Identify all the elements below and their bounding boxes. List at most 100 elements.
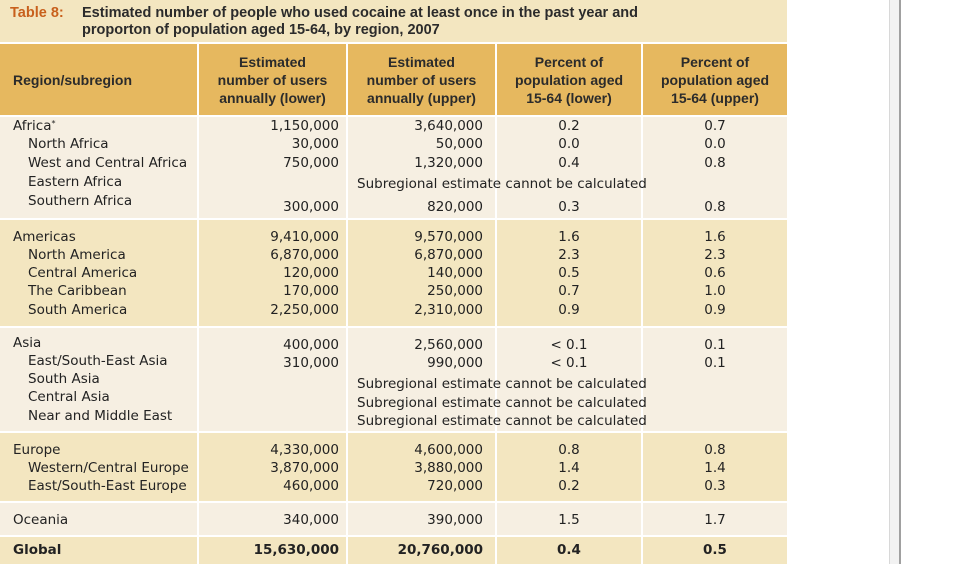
cell-users-upper: 9,570,000 <box>414 229 483 245</box>
cell-users-lower: 460,000 <box>283 478 339 494</box>
cell-pct-upper: 0.8 <box>704 442 726 458</box>
header-users-upper-l3: annually (upper) <box>367 89 476 106</box>
cell-pct-upper: 0.1 <box>704 337 726 353</box>
cell-users-upper: 1,320,000 <box>414 155 483 171</box>
cell-users-upper: 50,000 <box>435 136 483 152</box>
cell-pct-lower: 0.7 <box>558 283 580 299</box>
cell-pct-lower: 2.3 <box>558 247 580 263</box>
cell-pct-lower: 0.0 <box>558 136 580 152</box>
note-eastern-africa: Subregional estimate cannot be calculate… <box>357 176 647 192</box>
table-number: Table 8: <box>10 5 64 21</box>
header-pct-upper-l3: 15-64 (upper) <box>671 89 759 106</box>
row-name-north-africa: North Africa <box>28 136 109 152</box>
header-pct-lower-l1: Percent of <box>534 53 604 70</box>
row-name-north-america: North America <box>28 247 126 263</box>
cell-pct-upper: 0.7 <box>704 118 726 134</box>
cell-pct-upper: 1.6 <box>704 229 726 245</box>
cell-pct-lower: < 0.1 <box>550 337 588 353</box>
cell-users-upper: 3,640,000 <box>414 118 483 134</box>
cell-pct-lower: 0.5 <box>558 265 580 281</box>
cell-users-lower: 9,410,000 <box>270 229 339 245</box>
table-title-line2: proporton of population aged 15-64, by r… <box>82 22 440 38</box>
cell-users-upper: 820,000 <box>427 199 483 215</box>
cell-pct-upper: 1.7 <box>704 512 726 528</box>
table-title-bar: Table 8: Estimated number of people who … <box>0 0 787 42</box>
cell-users-lower: 340,000 <box>283 512 339 528</box>
header-users-lower-l2: number of users <box>217 71 328 88</box>
header-users-lower-l3: annually (lower) <box>219 89 326 106</box>
header-region-label: Region/subregion <box>13 71 132 88</box>
row-name-americas: Americas <box>13 229 76 245</box>
row-name-central-america: Central America <box>28 265 138 281</box>
cell-pct-lower: 0.4 <box>557 542 581 558</box>
row-name-south-america: South America <box>28 302 128 318</box>
cell-users-upper: 250,000 <box>427 283 483 299</box>
table-title-line1: Estimated number of people who used coca… <box>82 5 638 21</box>
row-name-central-asia: Central Asia <box>28 389 110 405</box>
row-name-caribbean: The Caribbean <box>28 283 127 299</box>
row-name-east-southeast-europe: East/South-East Europe <box>28 478 187 494</box>
cell-users-lower: 1,150,000 <box>270 118 339 134</box>
cell-users-lower: 750,000 <box>283 155 339 171</box>
header-pct-lower-l3: 15-64 (lower) <box>526 89 612 106</box>
cell-pct-lower: 1.6 <box>558 229 580 245</box>
row-name-global: Global <box>13 542 62 558</box>
cell-pct-upper: 0.5 <box>703 542 727 558</box>
cell-users-upper: 6,870,000 <box>414 247 483 263</box>
row-name-west-central-africa: West and Central Africa <box>28 155 188 171</box>
cell-pct-lower: 1.5 <box>558 512 580 528</box>
row-name-near-middle-east: Near and Middle East <box>28 408 173 424</box>
row-name-south-asia: South Asia <box>28 371 100 387</box>
cell-pct-lower: < 0.1 <box>550 355 588 371</box>
cell-pct-lower: 0.2 <box>558 478 580 494</box>
header-region: Region/subregion <box>0 44 197 115</box>
row-name-eastern-africa: Eastern Africa <box>28 174 123 190</box>
header-pct-upper: Percent of population aged 15-64 (upper) <box>643 44 787 115</box>
cell-users-lower: 4,330,000 <box>270 442 339 458</box>
header-users-upper-l2: number of users <box>366 71 477 88</box>
header-pct-lower-l2: population aged <box>514 71 624 88</box>
cell-users-upper: 20,760,000 <box>397 542 483 558</box>
cell-users-lower: 3,870,000 <box>270 460 339 476</box>
region-block-asia <box>0 328 787 431</box>
cell-users-upper: 4,600,000 <box>414 442 483 458</box>
cell-users-upper: 2,310,000 <box>414 302 483 318</box>
header-users-lower-l1: Estimated <box>239 53 306 70</box>
note-south-asia: Subregional estimate cannot be calculate… <box>357 376 647 392</box>
row-name-asia: Asia <box>13 335 42 351</box>
cell-users-lower: 300,000 <box>283 199 339 215</box>
table-title: Estimated number of people who used coca… <box>82 5 762 39</box>
cell-pct-upper: 0.0 <box>704 136 726 152</box>
cell-users-lower: 120,000 <box>283 265 339 281</box>
cell-users-lower: 30,000 <box>291 136 339 152</box>
cell-pct-upper: 1.0 <box>704 283 726 299</box>
note-near-middle-east: Subregional estimate cannot be calculate… <box>357 413 647 429</box>
cell-users-upper: 140,000 <box>427 265 483 281</box>
cell-pct-upper: 0.1 <box>704 355 726 371</box>
cell-pct-upper: 0.3 <box>704 478 726 494</box>
cell-pct-upper: 1.4 <box>704 460 726 476</box>
cell-users-upper: 2,560,000 <box>414 337 483 353</box>
cell-users-lower: 15,630,000 <box>253 542 339 558</box>
cell-pct-lower: 0.9 <box>558 302 580 318</box>
region-block-europe <box>0 433 787 501</box>
note-central-asia: Subregional estimate cannot be calculate… <box>357 395 647 411</box>
cell-users-upper: 390,000 <box>427 512 483 528</box>
row-name-oceania: Oceania <box>13 512 69 528</box>
cell-pct-lower: 0.2 <box>558 118 580 134</box>
cell-users-lower: 6,870,000 <box>270 247 339 263</box>
cell-users-lower: 310,000 <box>283 355 339 371</box>
window-edge-scrollbar[interactable] <box>889 0 901 564</box>
region-block-africa <box>0 117 787 218</box>
header-pct-upper-l2: population aged <box>660 71 770 88</box>
cell-users-lower: 400,000 <box>283 337 339 353</box>
region-block-oceania <box>0 503 787 535</box>
cell-pct-upper: 0.8 <box>704 199 726 215</box>
region-block-americas <box>0 220 787 326</box>
header-users-upper: Estimated number of users annually (uppe… <box>348 44 495 115</box>
cell-users-upper: 720,000 <box>427 478 483 494</box>
cell-pct-upper: 2.3 <box>704 247 726 263</box>
header-pct-upper-l1: Percent of <box>680 53 750 70</box>
row-name-africa: Africa* <box>13 118 56 134</box>
header-users-upper-l1: Estimated <box>388 53 455 70</box>
